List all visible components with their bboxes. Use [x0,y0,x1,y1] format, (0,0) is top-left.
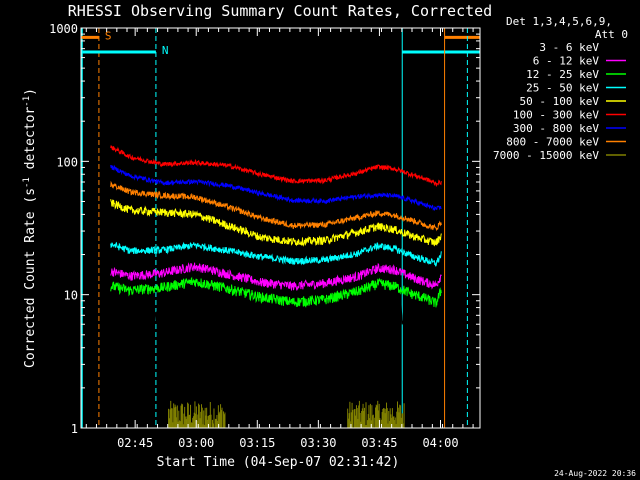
legend-label-6-12-kev: 6 - 12 keV [533,55,600,68]
y-axis-label: Corrected Count Rate (s-1 detector-1) [22,88,38,368]
series-line-50-100-kev [110,199,442,247]
y-tick-label: 1 [71,422,78,436]
y-tick-label: 1000 [49,22,78,36]
legend-label-300-800-kev: 300 - 800 keV [513,122,599,135]
y-axis: 1000 100 10 1 [49,22,480,436]
timestamp: 24-Aug-2022 20:36 [554,469,636,478]
legend-label-12-25-kev: 12 - 25 keV [526,68,599,81]
x-axis-label: Start Time (04-Sep-07 02:31:42) [157,455,400,470]
series-line-6-12-kev [110,262,442,291]
legend-header-1: Det 1,3,4,5,6,9, [506,15,612,28]
spikes-layer [168,400,405,428]
x-tick-label: 03:00 [178,436,214,450]
x-tick-label: 03:15 [239,436,275,450]
marker-label: S [105,29,112,42]
series-line-25-50-kev [110,241,442,267]
legend-header-2: Att 0 [595,28,628,41]
plot-frame [80,27,481,429]
chart-title: RHESSI Observing Summary Count Rates, Co… [68,2,492,20]
x-axis: 02:45 03:00 03:15 03:30 03:45 04:00 [85,28,474,450]
legend-label-100-300-kev: 100 - 300 keV [513,109,599,122]
y-tick-label: 100 [56,155,78,169]
x-tick-label: 03:30 [300,436,336,450]
legend-label-3-6-kev: 3 - 6 keV [539,41,599,54]
series-line-800-7000-kev [110,180,442,232]
legend-label-25-50-kev: 25 - 50 keV [526,82,599,95]
x-tick-label: 02:45 [117,436,153,450]
series-line-100-300-kev [110,145,442,188]
x-tick-label: 04:00 [422,436,458,450]
series-layer [110,145,442,344]
legend-label-7000-15000-kev: 7000 - 15000 keV [493,149,599,162]
series-line-3-6-kev [110,295,442,344]
legend-label-800-7000-kev: 800 - 7000 keV [506,136,599,149]
markers-layer: SN [81,28,480,428]
legend-label-50-100-kev: 50 - 100 keV [520,95,600,108]
series-line-300-800-kev [110,164,442,211]
y-tick-label: 10 [64,289,78,303]
marker-label: N [162,44,169,57]
series-line-12-25-kev [110,276,442,308]
x-tick-label: 03:45 [361,436,397,450]
